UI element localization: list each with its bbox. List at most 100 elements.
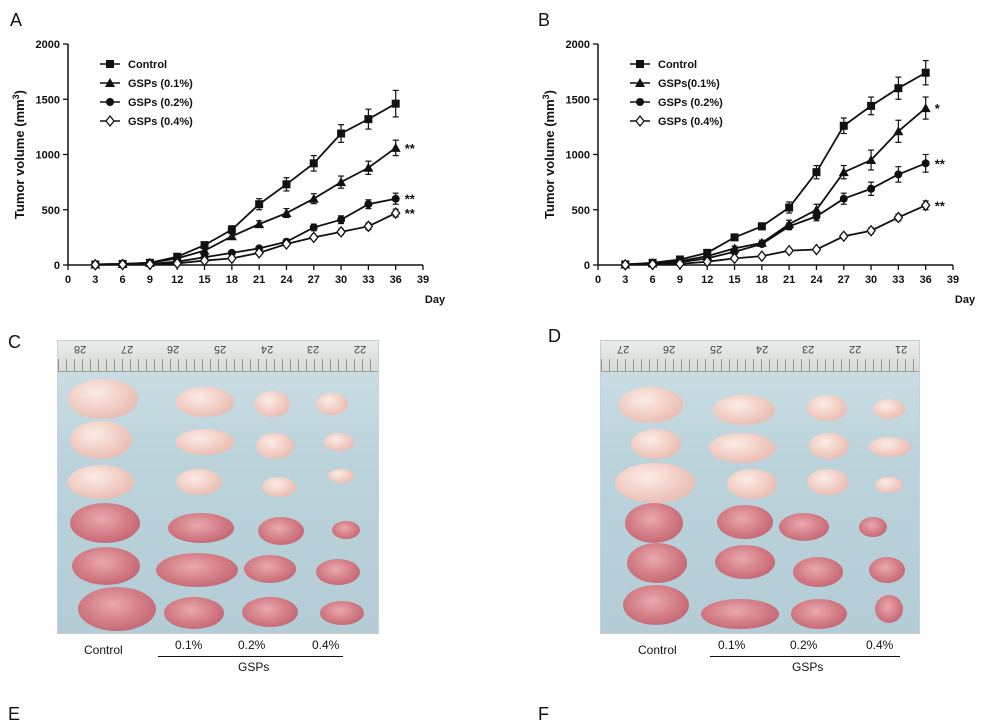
tumor — [715, 545, 775, 579]
tumor — [328, 469, 354, 483]
data-point — [893, 211, 904, 224]
data-point — [893, 126, 904, 136]
ruler: 27 26 25 24 23 22 21 — [601, 341, 919, 372]
ruler-number: 25 — [709, 343, 722, 355]
tumor — [262, 477, 296, 497]
tumor-photo-c: 28 27 26 25 24 23 22 — [57, 340, 379, 634]
tumor — [68, 379, 138, 419]
data-point — [730, 247, 739, 256]
x-tick-label: 12 — [171, 274, 183, 286]
y-tick-label: 0 — [54, 260, 60, 272]
tumor — [78, 587, 156, 631]
gsps-label: GSPs — [238, 660, 270, 674]
ruler-number: 25 — [214, 343, 227, 355]
data-point — [647, 258, 658, 271]
legend-label: Control — [128, 59, 167, 71]
legend-label: GSPs(0.1%) — [658, 78, 720, 90]
data-point — [812, 168, 821, 177]
legend: Control GSPs(0.1%) GSPs (0.2%) GSPs (0.4%) — [630, 59, 723, 128]
data-point — [199, 245, 210, 255]
panel-label-a: A — [10, 10, 23, 30]
data-point — [921, 68, 930, 77]
data-point — [839, 121, 848, 130]
tumor — [316, 559, 360, 585]
ruler-number: 27 — [617, 343, 630, 355]
gsps-bracket-line — [710, 656, 900, 657]
data-point — [391, 194, 400, 203]
legend-marker — [635, 78, 645, 87]
tumor — [164, 597, 224, 629]
data-point — [364, 200, 373, 209]
tumor — [176, 387, 234, 417]
tumor — [625, 503, 683, 543]
legend-label: GSPs (0.4%) — [128, 116, 193, 128]
ruler-number: 26 — [167, 343, 180, 355]
tumor — [156, 553, 238, 587]
x-tick-label: 9 — [677, 274, 683, 286]
series-line — [95, 212, 397, 266]
tumor — [623, 585, 689, 625]
data-point — [337, 129, 346, 138]
y-axis-label: Tumor volume (mm3) — [541, 90, 557, 219]
data-point — [675, 257, 685, 270]
tumor — [320, 601, 364, 625]
ruler-number: 24 — [756, 343, 769, 355]
data-point — [785, 222, 794, 231]
data-point — [730, 233, 739, 242]
tumor — [727, 469, 777, 499]
tumor — [242, 597, 298, 627]
data-point — [254, 246, 264, 259]
legend-marker — [635, 114, 645, 128]
x-tick-label: 0 — [65, 274, 71, 286]
data-point — [281, 237, 292, 251]
y-tick-label: 1500 — [566, 94, 590, 106]
significance-label: ** — [935, 198, 946, 213]
tumor — [809, 433, 849, 459]
tumor — [873, 399, 905, 419]
data-point — [254, 219, 265, 229]
tumor — [619, 387, 683, 423]
data-point — [281, 208, 292, 218]
x-axis-label: Day — [425, 294, 446, 306]
tumor — [70, 421, 132, 459]
data-point — [336, 225, 346, 238]
x-tick-label: 33 — [362, 274, 374, 286]
significance-label: ** — [405, 206, 416, 221]
ruler-number: 21 — [895, 343, 908, 355]
significance-label: * — [935, 101, 941, 116]
y-tick-label: 1000 — [36, 150, 60, 162]
x-tick-label: 24 — [810, 274, 823, 286]
x-tick-label: 39 — [417, 274, 429, 286]
tumor — [256, 433, 294, 459]
data-point — [866, 155, 877, 165]
tumor — [72, 547, 140, 585]
data-point — [811, 243, 822, 256]
series-1 — [621, 59, 930, 269]
data-point — [757, 240, 766, 249]
legend-label: GSPs (0.2%) — [128, 97, 193, 109]
ruler-number: 22 — [848, 343, 861, 355]
data-point — [336, 177, 347, 187]
panel-label-f: F — [538, 704, 549, 724]
x-tick-label: 30 — [865, 274, 877, 286]
data-point — [226, 231, 237, 241]
y-tick-label: 0 — [584, 260, 590, 272]
data-point — [757, 250, 767, 263]
x-tick-label: 6 — [120, 274, 126, 286]
tumor — [793, 557, 843, 587]
y-tick-label: 2000 — [566, 39, 590, 51]
data-point — [838, 167, 849, 177]
series-line — [625, 107, 927, 266]
tumor — [168, 513, 234, 543]
data-point — [620, 258, 631, 271]
x-tick-label: 18 — [226, 274, 238, 286]
legend-marker — [106, 60, 114, 68]
x-tick-label: 15 — [198, 274, 210, 286]
data-point — [309, 223, 318, 232]
tumor — [332, 521, 360, 539]
legend-label: GSPs (0.2%) — [658, 97, 723, 109]
data-point — [729, 252, 740, 265]
series-line — [625, 162, 927, 266]
x-tick-label: 27 — [308, 274, 320, 286]
